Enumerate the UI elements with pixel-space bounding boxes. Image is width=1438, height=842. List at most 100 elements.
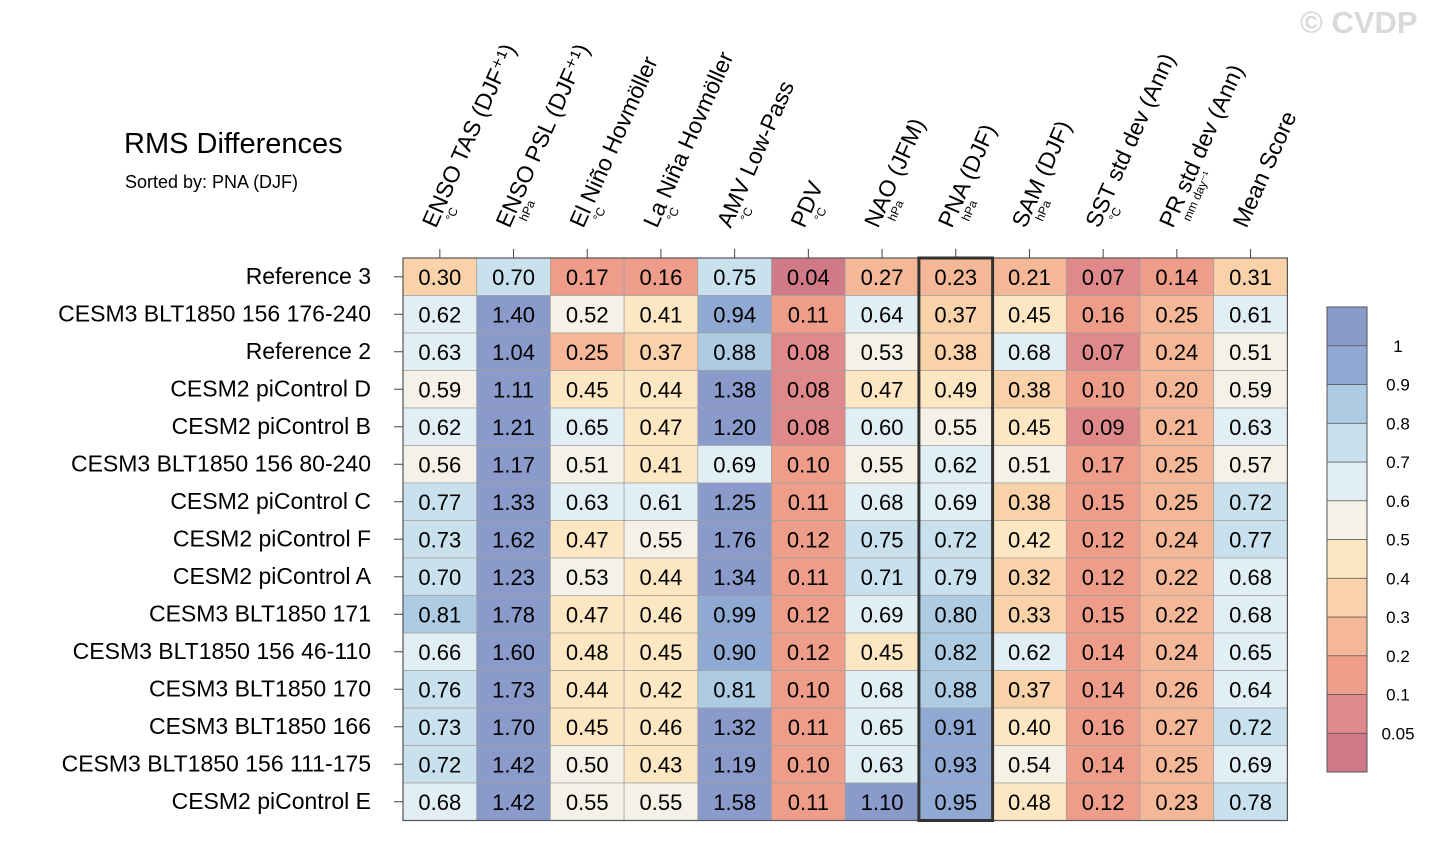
heatmap-cell	[697, 557, 772, 596]
cell-value: 0.15	[1082, 490, 1125, 515]
cell-value: 0.53	[566, 565, 609, 590]
cell-value: 0.40	[1008, 715, 1051, 740]
cell-value: 0.24	[1155, 340, 1198, 365]
colorbar-segment	[1326, 500, 1368, 540]
cell-value: 1.19	[713, 752, 756, 777]
cell-value: 0.68	[861, 490, 904, 515]
cell-value: 0.63	[861, 752, 904, 777]
cell-value: 0.07	[1082, 265, 1125, 290]
colorbar-segment	[1326, 616, 1368, 657]
heatmap-cell	[992, 520, 1067, 559]
heatmap-cell	[623, 520, 699, 559]
cell-value: 1.62	[492, 527, 535, 552]
cell-value: 0.72	[934, 527, 977, 552]
heatmap-cell	[402, 670, 478, 709]
heatmap-cell	[771, 332, 846, 371]
heatmap-cell	[992, 482, 1067, 521]
colorbar-tick-label: 0.9	[1386, 376, 1410, 395]
heatmap-cell	[550, 745, 625, 784]
heatmap-cell	[844, 445, 920, 484]
column-unit: °C	[664, 205, 682, 223]
colorbar-tick-label: 1	[1393, 337, 1402, 356]
cell-value: 0.26	[1155, 677, 1198, 702]
cell-value: 0.73	[418, 527, 461, 552]
cell-value: 0.11	[788, 490, 829, 515]
cell-value: 0.77	[418, 490, 461, 515]
heatmap-cell	[623, 782, 699, 821]
heatmap-cell	[1139, 482, 1215, 521]
heatmap-cell	[1065, 557, 1141, 596]
cell-value: 0.44	[640, 377, 683, 402]
cell-value: 0.47	[566, 527, 609, 552]
heatmap-cell	[1065, 370, 1141, 409]
cell-value: 1.04	[492, 340, 535, 365]
heatmap-cell	[697, 295, 772, 334]
colorbar-tick-label: 0.1	[1386, 686, 1410, 705]
cell-value: 0.43	[640, 752, 683, 777]
cell-value: 1.21	[492, 415, 535, 440]
cell-value: 0.72	[1229, 715, 1272, 740]
heatmap-cell	[1065, 445, 1141, 484]
heatmap-cell	[1139, 257, 1215, 296]
cell-value: 0.49	[934, 377, 977, 402]
cell-value: 0.64	[1229, 677, 1272, 702]
heatmap-cell	[623, 482, 699, 521]
heatmap-cell	[550, 332, 625, 371]
cell-value: 0.45	[566, 377, 609, 402]
cell-value: 0.08	[787, 415, 830, 440]
heatmap-cell	[476, 745, 551, 784]
cell-value: 0.17	[1082, 452, 1125, 477]
heatmap-cell	[844, 782, 920, 821]
heatmap-cell	[844, 295, 920, 334]
heatmap-cell	[771, 670, 846, 709]
cell-value: 0.16	[1082, 715, 1125, 740]
cell-value: 0.63	[418, 340, 461, 365]
heatmap-cell	[771, 707, 846, 746]
heatmap-cell	[918, 782, 993, 821]
heatmap-cell	[844, 632, 920, 671]
cell-value: 0.65	[1229, 640, 1272, 665]
cell-value: 0.04	[787, 265, 830, 290]
heatmap-cell	[992, 670, 1067, 709]
cell-value: 0.69	[1229, 752, 1272, 777]
heatmap-cell	[771, 557, 846, 596]
colorbar-segment	[1326, 732, 1368, 773]
heatmap-cell	[1139, 707, 1215, 746]
cell-value: 0.07	[1082, 340, 1125, 365]
cell-value: 1.78	[492, 602, 535, 627]
cell-value: 1.38	[713, 377, 756, 402]
cell-value: 0.62	[418, 302, 461, 327]
cell-value: 0.20	[1155, 377, 1198, 402]
heatmap-cell	[1065, 332, 1141, 371]
heatmap-cell	[771, 407, 846, 446]
cell-value: 0.51	[566, 452, 609, 477]
cell-value: 0.16	[640, 265, 683, 290]
heatmap-cell	[550, 707, 625, 746]
row-label: CESM3 BLT1850 156 176-240	[58, 300, 371, 326]
cell-value: 0.08	[787, 340, 830, 365]
cell-value: 0.51	[1008, 452, 1051, 477]
cell-value: 0.55	[861, 452, 904, 477]
heatmap-cell	[402, 445, 478, 484]
colorbar-tick-label: 0.3	[1386, 608, 1410, 627]
heatmap-cell	[1213, 632, 1288, 671]
cell-value: 0.68	[861, 677, 904, 702]
cell-value: 0.65	[861, 715, 904, 740]
cell-value: 0.64	[861, 302, 904, 327]
cell-value: 0.37	[640, 340, 683, 365]
cell-value: 0.21	[1155, 415, 1198, 440]
cell-value: 0.50	[566, 752, 609, 777]
column-unit: °C	[738, 205, 756, 223]
cell-value: 0.22	[1155, 565, 1198, 590]
cell-value: 0.25	[1155, 302, 1198, 327]
heatmap-cell	[771, 482, 846, 521]
heatmap-cell	[623, 557, 699, 596]
row-label: CESM2 piControl C	[170, 488, 371, 514]
cell-value: 0.12	[1082, 565, 1125, 590]
cell-value: 0.81	[418, 602, 461, 627]
heatmap-cell	[697, 670, 772, 709]
row-label: CESM3 BLT1850 166	[149, 713, 371, 739]
cell-value: 0.61	[1229, 302, 1272, 327]
cell-value: 0.48	[1008, 790, 1051, 815]
cell-value: 0.70	[418, 565, 461, 590]
